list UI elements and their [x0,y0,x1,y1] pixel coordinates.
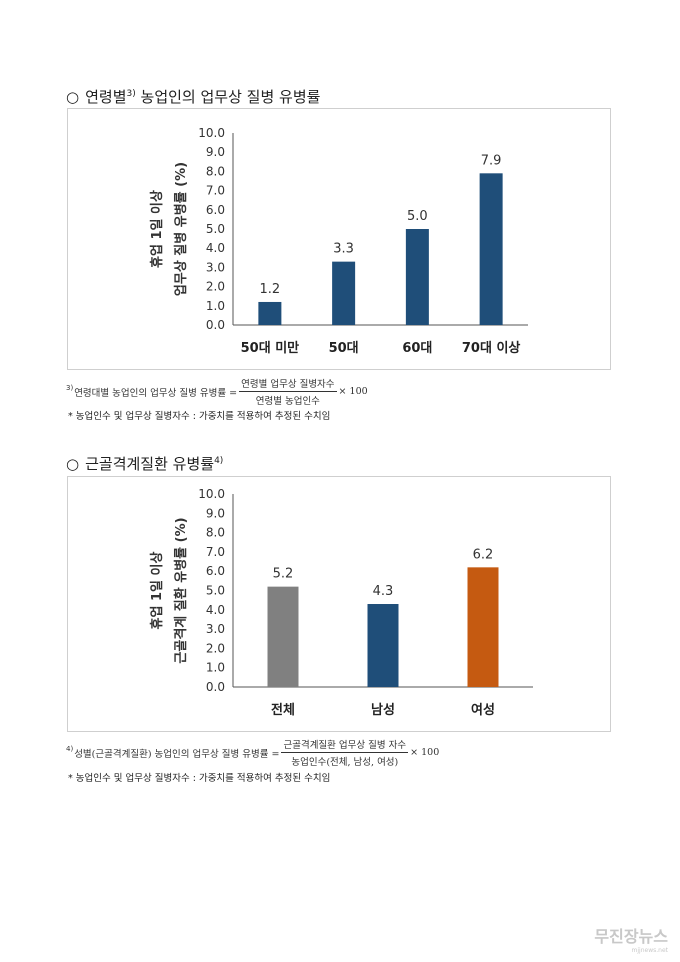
y-tick-label: 7.0 [206,545,225,559]
bar [367,604,399,687]
bar [332,261,356,325]
bar [267,586,299,687]
y-tick-label: 10.0 [198,487,225,501]
x-category-label: 여성 [471,702,495,718]
bar [405,229,429,325]
bar [467,567,499,687]
circle-bullet-icon: ○ [66,88,80,106]
bar-value-label: 5.2 [273,567,294,582]
bar [258,301,282,325]
y-tick-label: 9.0 [206,506,225,520]
y-tick-label: 4.0 [206,603,225,617]
y-axis-title-line2: 업무상 질병 유병률 (%) [173,162,189,296]
chart1-svg: 0.0 1.0 2.0 3.0 4.0 5.0 6.0 7.0 8.0 9.0 10.0 휴업 1일 … [149,126,528,356]
section1-title: ○ 연령별3) 농업인의 업무상 질병 유병률 [66,88,321,106]
y-tick-label: 3.0 [206,622,225,636]
y-tick-label: 5.0 [206,222,225,236]
x-category-label: 60대 [402,341,432,356]
x-category-label: 남성 [371,702,395,718]
bar-value-label: 7.9 [481,153,502,168]
formula2-fraction: 근골격계질환 업무상 질병 자수 농업인수(전체, 남성, 여성) [281,737,409,768]
y-tick-label: 1.0 [206,299,225,313]
y-tick-label: 2.0 [206,641,225,655]
section2-title: ○ 근골격계질환 유병률4) [66,455,224,473]
x-category-label: 50대 미만 [241,340,300,356]
y-axis-title-line1: 휴업 1일 이상 [149,552,165,630]
x-category-label: 50대 [329,341,359,356]
y-tick-label: 1.0 [206,661,225,675]
bar-value-label: 6.2 [473,547,494,562]
y-tick-label: 8.0 [206,164,225,178]
bar-value-label: 4.3 [373,584,394,599]
y-tick-label: 5.0 [206,584,225,598]
formula2: 4) 성별(근골격계질환) 농업인의 업무상 질병 유병률 = 근골격계질환 업… [66,737,439,768]
formula1: 3) 연령대별 농업인의 업무상 질병 유병률 = 연령별 업무상 질병자수 연… [66,376,368,407]
y-tick-label: 6.0 [206,203,225,217]
bar [479,173,503,325]
y-axis-title-line2: 근골격계 질환 유병률 (%) [173,517,189,663]
bar-value-label: 1.2 [260,282,281,297]
note2: * 농업인수 및 업무상 질병자수 : 가중치를 적용하여 추정된 수치임 [68,773,331,784]
y-tick-label: 8.0 [206,526,225,540]
circle-bullet-icon: ○ [66,455,80,473]
bar-value-label: 5.0 [407,209,428,224]
y-tick-label: 3.0 [206,260,225,274]
chart1-panel: 0.0 1.0 2.0 3.0 4.0 5.0 6.0 7.0 8.0 9.0 10.0 휴업 1일 … [67,108,611,370]
y-tick-label: 0.0 [206,680,225,694]
chart2-svg: 0.0 1.0 2.0 3.0 4.0 5.0 6.0 7.0 8.0 9.0 10.0 휴업 1일 … [149,487,533,718]
bar-value-label: 3.3 [333,242,354,257]
y-tick-label: 6.0 [206,564,225,578]
y-tick-label: 9.0 [206,145,225,159]
y-tick-label: 2.0 [206,280,225,294]
y-tick-label: 10.0 [198,126,225,140]
y-tick-label: 4.0 [206,241,225,255]
y-tick-label: 7.0 [206,184,225,198]
x-category-label: 70대 이상 [462,340,521,356]
watermark-logo: 무진장뉴스 mjjnews.net [594,927,668,954]
chart2-panel: 0.0 1.0 2.0 3.0 4.0 5.0 6.0 7.0 8.0 9.0 10.0 휴업 1일 … [67,476,611,732]
formula1-fraction: 연령별 업무상 질병자수 연령별 농업인수 [239,376,337,407]
y-axis-title-line1: 휴업 1일 이상 [149,190,165,268]
note1: * 농업인수 및 업무상 질병자수 : 가중치를 적용하여 추정된 수치임 [68,411,331,422]
x-category-label: 전체 [271,702,295,718]
y-tick-label: 0.0 [206,318,225,332]
